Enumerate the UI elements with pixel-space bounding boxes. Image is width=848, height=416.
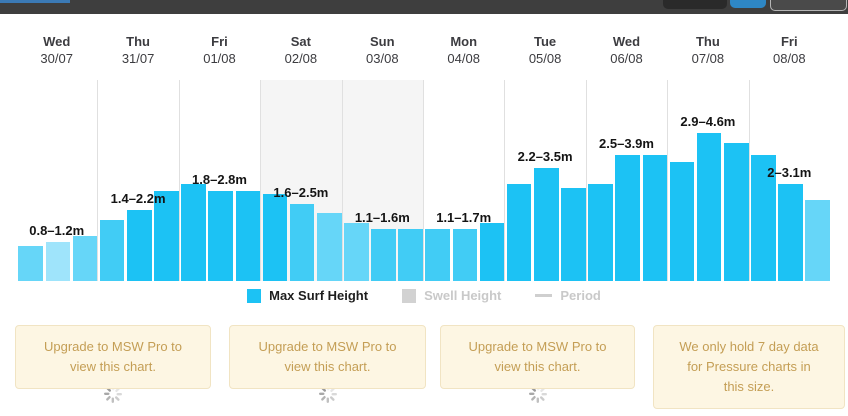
day-header: Thu 31/07	[97, 33, 178, 67]
day-name-label: Fri	[780, 34, 798, 49]
surf-height-bar[interactable]	[642, 155, 668, 281]
day-header: Wed 06/08	[586, 33, 667, 67]
surf-range-label: 2.2–3.5m	[517, 149, 573, 164]
surf-range-label: 1.4–2.2m	[110, 191, 166, 206]
data-limit-notice-box: We only hold 7 day data for Pressure cha…	[653, 325, 845, 409]
browser-top-bar	[0, 0, 848, 14]
surf-height-bar[interactable]	[615, 155, 640, 281]
surf-height-bar[interactable]	[235, 191, 261, 281]
surf-height-bar[interactable]	[479, 223, 505, 281]
surf-height-bar[interactable]	[181, 184, 206, 281]
day-name-label: Sat	[290, 34, 311, 49]
day-name-label: Fri	[211, 34, 228, 49]
day-separator-gridline	[341, 80, 343, 281]
day-header: Sat 02/08	[260, 33, 341, 67]
day-date-label: 07/08	[691, 51, 725, 66]
day-name-label: Thu	[695, 34, 720, 49]
day-date-label: 06/08	[610, 51, 643, 66]
day-separator-gridline	[667, 80, 669, 281]
surf-height-bar[interactable]	[696, 133, 722, 281]
browser-button-blue[interactable]	[730, 0, 766, 8]
day-separator-gridline	[504, 80, 506, 281]
day-separator-gridline	[748, 80, 750, 281]
surf-height-bar[interactable]	[425, 229, 450, 281]
surf-range-label: 2.5–3.9m	[599, 136, 654, 151]
surf-height-bar[interactable]	[805, 200, 830, 281]
legend-item-max-surf-height[interactable]: Max Surf Height	[247, 288, 368, 303]
surf-height-bar[interactable]	[45, 242, 71, 281]
day-header: Fri 08/08	[749, 33, 830, 67]
day-separator-gridline	[178, 80, 180, 281]
upgrade-notice-box[interactable]: Upgrade to MSW Pro to view this chart.	[229, 325, 426, 389]
day-separator-gridline	[260, 80, 262, 281]
surf-height-bar[interactable]	[208, 191, 233, 281]
surf-height-bar[interactable]	[99, 220, 125, 281]
day-name-label: Wed	[43, 34, 71, 49]
legend-swatch-icon	[247, 288, 262, 303]
day-date-label: 01/08	[203, 51, 236, 66]
day-header: Mon 04/08	[423, 33, 504, 67]
day-date-label: 08/08	[773, 51, 806, 66]
day-name-label: Sun	[370, 34, 395, 49]
surf-range-label: 1.1–1.6m	[354, 210, 410, 225]
surf-height-bar[interactable]	[289, 204, 315, 281]
surf-height-bar[interactable]	[72, 236, 98, 281]
surf-height-bar[interactable]	[778, 184, 803, 281]
day-header: Sun 03/08	[342, 33, 423, 67]
surf-height-bar[interactable]	[452, 229, 478, 281]
upgrade-notice-box[interactable]: Upgrade to MSW Pro to view this chart.	[15, 325, 211, 389]
surf-range-label: 0.8–1.2m	[29, 223, 85, 238]
day-header: Tue 05/08	[504, 33, 585, 67]
day-separator-gridline	[423, 80, 424, 281]
browser-button-dark[interactable]	[663, 0, 727, 9]
surf-height-bar[interactable]	[506, 184, 532, 281]
day-name-label: Tue	[534, 34, 557, 49]
surf-height-bar[interactable]	[561, 188, 586, 281]
surf-height-bar[interactable]	[724, 143, 749, 281]
surf-height-bar[interactable]	[669, 162, 695, 281]
surf-height-bar[interactable]	[588, 184, 613, 281]
active-tab-indicator	[0, 0, 70, 3]
day-name-label: Wed	[612, 34, 641, 49]
day-date-label: 30/07	[40, 51, 73, 66]
surf-height-bar[interactable]	[18, 246, 43, 281]
day-separator-gridline	[97, 80, 99, 281]
legend-item-swell-height[interactable]: Swell Height	[402, 288, 501, 303]
surf-range-label: 2–3.1m	[767, 165, 812, 180]
surf-height-bar[interactable]	[344, 223, 369, 281]
day-date-label: 04/08	[447, 51, 480, 66]
upgrade-notice-box[interactable]: Upgrade to MSW Pro to view this chart.	[440, 325, 635, 389]
surf-height-bar[interactable]	[371, 229, 396, 281]
surf-height-bar[interactable]	[751, 155, 776, 281]
browser-button-outline[interactable]	[770, 0, 847, 11]
period-line-icon	[535, 294, 553, 297]
day-date-label: 03/08	[366, 51, 399, 66]
chart-legend: Max Surf Height Swell Height Period	[0, 288, 848, 303]
day-date-label: 02/08	[284, 51, 318, 66]
day-name-label: Thu	[126, 34, 150, 49]
legend-label: Period	[560, 288, 601, 303]
surf-range-label: 2.9–4.6m	[680, 114, 736, 129]
day-separator-gridline	[585, 80, 587, 281]
surf-height-bar[interactable]	[534, 168, 559, 281]
day-header: Wed 30/07	[16, 33, 97, 67]
day-header: Thu 07/08	[667, 33, 748, 67]
legend-label: Max Surf Height	[269, 288, 369, 303]
legend-label: Swell Height	[424, 288, 502, 303]
surf-height-bar[interactable]	[127, 210, 152, 281]
day-date-label: 31/07	[121, 51, 155, 66]
surf-range-label: 1.8–2.8m	[192, 172, 247, 187]
legend-swatch-icon	[402, 288, 417, 303]
day-name-label: Mon	[450, 34, 478, 49]
surf-height-bar[interactable]	[317, 213, 342, 281]
surf-range-label: 1.1–1.7m	[436, 210, 492, 225]
surf-range-label: 1.6–2.5m	[273, 185, 329, 200]
surf-height-bar[interactable]	[262, 194, 288, 281]
surf-height-bar[interactable]	[154, 191, 179, 281]
day-header: Fri 01/08	[179, 33, 260, 67]
legend-item-period[interactable]: Period	[535, 288, 601, 303]
day-date-label: 05/08	[528, 51, 562, 66]
surf-height-bar[interactable]	[398, 229, 423, 281]
